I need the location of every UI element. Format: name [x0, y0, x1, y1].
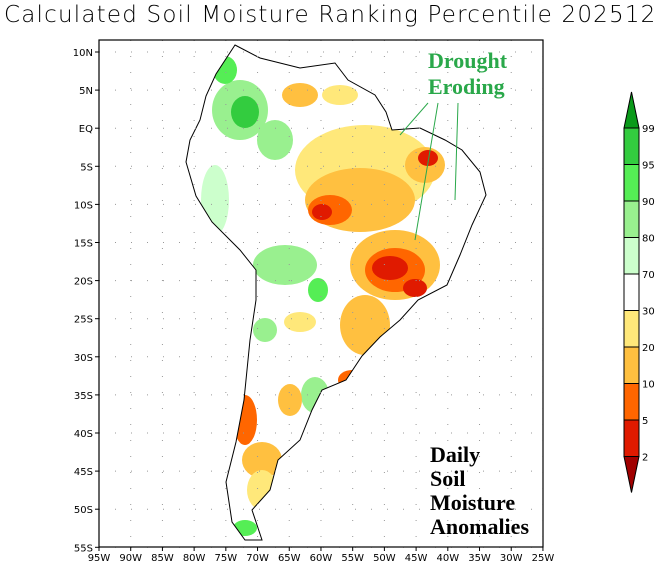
colorbar-bottom-arrow — [623, 456, 640, 493]
lon-label: 90W — [119, 553, 142, 564]
lat-label: 25S — [74, 315, 93, 326]
lon-label: 65W — [278, 553, 301, 564]
lat-label: 50S — [74, 505, 93, 516]
lat-label: 15S — [74, 239, 93, 250]
daily-anomalies-annotation: Daily Soil Moisture Anomalies — [430, 443, 529, 539]
colorbar-label: 2 — [642, 453, 648, 464]
latitude-labels: 10N 5N EQ 5S 10S 15S 20S 25S 30S 35S 40S 45S 50S 55S — [73, 48, 99, 554]
colorbar-label: 5 — [642, 416, 648, 427]
lon-label: 60W — [310, 553, 333, 564]
lon-label: 55W — [341, 553, 364, 564]
colorbar-label: 30 — [642, 307, 655, 318]
colorbar-label: 99 — [642, 124, 655, 135]
lat-label: 35S — [74, 391, 93, 402]
lat-label: 30S — [74, 353, 93, 364]
lon-label: 75W — [215, 553, 238, 564]
annotation-line: Drought — [428, 48, 508, 73]
lat-label: 40S — [74, 429, 93, 440]
annotation-line: Soil — [430, 466, 466, 491]
colorbar-swatch — [623, 419, 640, 457]
annotation-line: Anomalies — [430, 514, 529, 539]
colorbar-swatch — [623, 164, 640, 202]
annotation-line: Moisture — [430, 490, 516, 515]
colorbar-label: 95 — [642, 161, 655, 172]
lon-label: 70W — [246, 553, 269, 564]
lon-label: 35W — [468, 553, 491, 564]
lat-label: 55S — [74, 543, 93, 554]
lon-label: 85W — [151, 553, 174, 564]
colorbar-label: 20 — [642, 343, 655, 354]
lat-label: 20S — [74, 277, 93, 288]
longitude-labels: 95W 90W 85W 80W 75W 70W 65W 60W 55W 50W 45W 40W 35W 3… — [88, 547, 555, 564]
colorbar: 99 95 90 80 70 30 20 10 5 2 — [623, 91, 655, 493]
colorbar-label: 70 — [642, 270, 655, 281]
annotation-line: Eroding — [428, 74, 505, 99]
colorbar-label: 80 — [642, 234, 655, 245]
map-title: Calculated Soil Moisture Ranking Percent… — [4, 2, 658, 28]
drought-arrows — [399, 102, 459, 241]
lon-label: 25W — [532, 553, 555, 564]
colorbar-swatch — [623, 273, 640, 311]
colorbar-swatch — [623, 127, 640, 165]
colorbar-swatch — [623, 310, 640, 348]
colorbar-top-arrow — [623, 91, 640, 129]
lat-label: 10N — [73, 48, 93, 59]
colorbar-swatch — [623, 237, 640, 275]
colorbar-label: 90 — [642, 197, 655, 208]
lon-label: 30W — [500, 553, 523, 564]
lon-label: 95W — [88, 553, 111, 564]
lat-label: 5N — [79, 86, 93, 97]
colorbar-swatch — [623, 346, 640, 384]
colorbar-swatch — [623, 383, 640, 421]
lat-label: 5S — [80, 162, 93, 173]
drought-eroding-annotation: Drought Eroding — [428, 48, 507, 100]
colorbar-label: 10 — [642, 380, 655, 391]
lon-label: 40W — [436, 553, 459, 564]
lon-label: 50W — [373, 553, 396, 564]
lat-label: EQ — [79, 124, 93, 135]
colorbar-swatch — [623, 200, 640, 238]
annotation-line: Daily — [430, 442, 481, 467]
lon-label: 80W — [183, 553, 206, 564]
lat-label: 10S — [74, 200, 93, 211]
lat-label: 45S — [74, 467, 93, 478]
lon-label: 45W — [405, 553, 428, 564]
